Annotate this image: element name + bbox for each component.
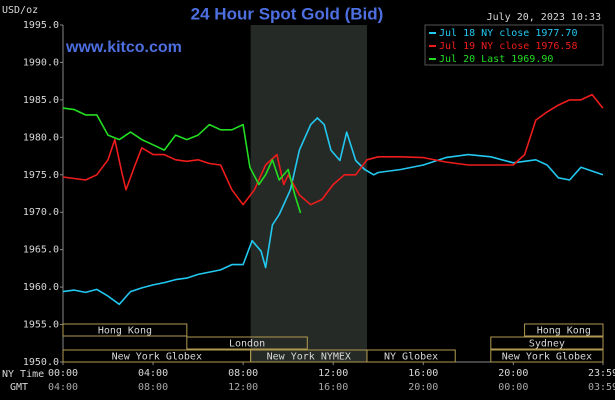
session-bar [186,336,308,350]
date-label: July 20, 2023 10:33 [487,12,601,23]
session-label: New York Globex [502,352,592,363]
x2-tick-label: 04:00 [48,382,78,393]
watermark: www.kitco.com [65,39,182,56]
y-tick-label: 1955.0 [23,320,59,331]
y-tick-label: 1975.0 [23,170,59,181]
x2-tick-label: 08:00 [138,382,168,393]
y-tick-label: 1980.0 [23,132,59,143]
session-label: New York NYMEX [267,352,351,363]
y-tick-label: 1960.0 [23,282,59,293]
legend-label: Jul 18 NY close 1977.70 [439,28,577,39]
session-bar [366,349,456,363]
legend-box [424,24,604,66]
session-bar [490,336,604,350]
unit-label: USD/oz [2,5,38,16]
x2-tick-label: 00:00 [498,382,528,393]
chart-title: 24 Hour Spot Gold (Bid) [191,4,384,23]
shaded-region [250,25,367,362]
y-tick-label: 1950.0 [23,357,59,368]
y-tick-label: 1995.0 [23,20,59,31]
session-bar [490,349,604,363]
session-label: Hong Kong [537,326,591,337]
session-label: London [229,339,265,350]
series-line [62,107,302,214]
x-tick-label: 04:00 [138,368,168,379]
x-tick-label: 16:00 [408,368,438,379]
x-axis-label: NY Time [2,369,44,380]
x-tick-label: 20:00 [498,368,528,379]
session-bar [62,323,188,337]
y-tick-label: 1970.0 [23,207,59,218]
session-label: Sydney [529,339,565,350]
legend-label: Jul 20 Last 1969.90 [439,54,553,65]
series-line [62,117,604,306]
session-label: Hong Kong [98,326,152,337]
x2-tick-label: 12:00 [228,382,258,393]
session-bar [524,323,604,337]
y-tick-label: 1985.0 [23,95,59,106]
x2-tick-label: 20:00 [408,382,438,393]
legend-label: Jul 19 NY close 1976.58 [439,41,577,52]
y-tick-label: 1965.0 [23,245,59,256]
x2-tick-label: 03:59 [588,382,615,393]
x2-axis-label: GMT [10,382,28,393]
session-label: New York Globex [112,352,202,363]
x-tick-label: 00:00 [48,368,78,379]
session-label: NY Globex [384,352,438,363]
series-line [62,93,604,206]
x2-tick-label: 16:00 [318,382,348,393]
y-tick-label: 1990.0 [23,57,59,68]
x-tick-label: 12:00 [318,368,348,379]
x-tick-label: 08:00 [228,368,258,379]
x-tick-label: 23:59 [588,368,615,379]
